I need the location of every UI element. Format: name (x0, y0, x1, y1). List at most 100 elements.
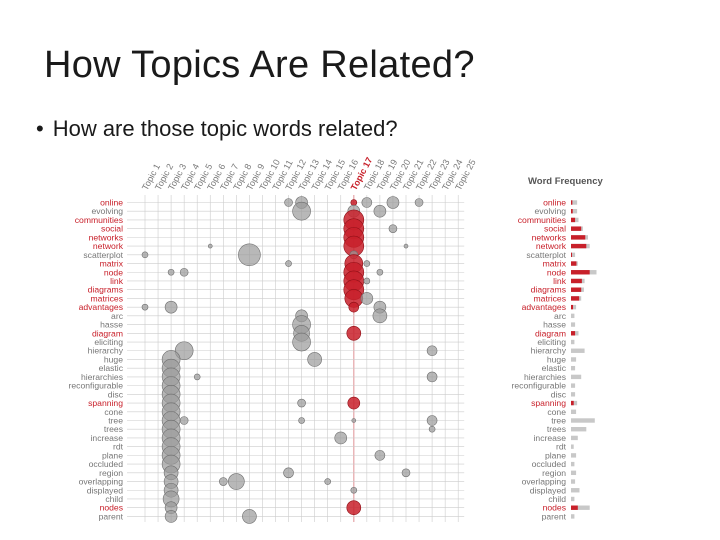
term-label: elastic (99, 363, 124, 373)
term-label: social (101, 224, 123, 234)
frequency-total-bar (571, 453, 577, 458)
topic-term-bubble (346, 500, 362, 516)
topic-term-bubble (334, 431, 348, 445)
frequency-topic-bar (571, 304, 574, 310)
frequency-term-label: spanning (531, 398, 566, 408)
topic-term-bubble (242, 509, 257, 524)
word-frequency-title: Word Frequency (528, 176, 603, 187)
term-label: advantages (79, 302, 123, 312)
frequency-term-label: child (548, 494, 566, 504)
topic-term-bubble (428, 425, 436, 433)
topic-term-bubble (228, 473, 245, 490)
term-label: hierarchies (81, 372, 123, 382)
topic-term-bubble (193, 373, 201, 381)
frequency-topic-bar (571, 287, 582, 292)
frequency-term-label: advantages (522, 302, 566, 312)
frequency-total-bar (571, 209, 578, 214)
frequency-term-label: eliciting (537, 337, 566, 347)
frequency-topic-bar (571, 278, 582, 284)
frequency-total-bar (571, 339, 575, 345)
term-label: hasse (100, 320, 123, 330)
topic-term-bubble (174, 341, 194, 361)
frequency-term-label: evolving (534, 206, 566, 216)
topic-term-bubble (179, 267, 189, 277)
topic-term-bubble (361, 197, 373, 208)
term-label: eliciting (94, 337, 123, 347)
frequency-topic-bar (571, 261, 577, 266)
topic-term-bubble (363, 260, 371, 267)
topic-term-bubble (348, 301, 360, 313)
topic-term-bubble (292, 332, 311, 352)
topic-term-bubble (350, 199, 358, 206)
frequency-total-bar (571, 514, 575, 519)
topic-term-bubble (164, 300, 178, 314)
frequency-term-label: networks (532, 232, 566, 242)
frequency-total-bar (571, 444, 574, 449)
topic-term-bubble (347, 396, 361, 410)
topic-term-bubble (219, 477, 228, 486)
topic-term-bubble (292, 201, 311, 221)
term-label: disc (108, 389, 124, 399)
frequency-term-label: trees (547, 424, 566, 434)
frequency-term-label: huge (547, 354, 566, 364)
topic-term-bubble (238, 243, 261, 267)
frequency-total-bar (571, 418, 595, 423)
frequency-term-label: arc (554, 311, 567, 321)
term-label: diagrams (88, 285, 123, 295)
bullet-marker: • (36, 116, 44, 141)
term-label: nodes (100, 503, 123, 513)
frequency-topic-bar (571, 217, 576, 223)
term-label: increase (91, 433, 124, 443)
frequency-total-bar (571, 357, 577, 362)
frequency-term-label: hierarchy (531, 346, 567, 356)
frequency-total-bar (571, 505, 590, 510)
frequency-term-label: matrix (543, 259, 567, 269)
frequency-term-label: tree (551, 416, 566, 426)
term-label: region (99, 468, 123, 478)
frequency-term-label: elastic (542, 363, 567, 373)
frequency-total-bar (571, 496, 575, 502)
frequency-total-bar (571, 409, 577, 414)
frequency-topic-bar (571, 400, 574, 406)
frequency-term-label: overlapping (522, 477, 567, 487)
term-label: tree (108, 416, 123, 426)
frequency-term-label: disc (551, 389, 567, 399)
term-label: online (100, 198, 123, 208)
frequency-topic-bar (571, 226, 582, 231)
frequency-term-label: nodes (543, 503, 566, 513)
bullet-text: How are those topic words related? (52, 116, 398, 141)
frequency-term-label: communities (518, 215, 566, 225)
frequency-term-label: network (536, 241, 567, 251)
term-label: network (93, 241, 124, 251)
frequency-term-label: reconfigurable (512, 381, 567, 391)
topic-term-bubble (360, 292, 374, 305)
term-label: link (110, 276, 124, 286)
topic-term-bubble (346, 325, 362, 341)
topic-term-bubble (414, 198, 424, 207)
frequency-term-label: plane (545, 450, 566, 460)
topic-term-bubble (426, 371, 438, 383)
frequency-total-bar (571, 200, 578, 205)
topic-term-bubble (351, 418, 357, 423)
frequency-term-label: rdt (556, 442, 567, 452)
topic-term-bubble (372, 308, 388, 324)
frequency-topic-bar (571, 243, 587, 249)
topic-term-bubble (167, 268, 175, 276)
term-label: communities (75, 215, 123, 225)
frequency-total-bar (571, 392, 576, 397)
topic-term-bubble (285, 260, 292, 267)
term-label: plane (102, 450, 123, 460)
topic-term-bubble (207, 243, 213, 249)
topic-term-bubble (403, 243, 409, 249)
frequency-topic-bar (571, 270, 590, 275)
frequency-topic-bar (571, 331, 576, 336)
frequency-topic-bar (571, 200, 573, 205)
term-label: child (105, 494, 123, 504)
term-label: scatterplot (83, 250, 123, 260)
term-label: spanning (88, 398, 123, 408)
topic-term-bubble (164, 510, 178, 523)
term-label: displayed (87, 485, 124, 495)
frequency-term-label: increase (534, 433, 567, 443)
term-label: occluded (89, 459, 124, 469)
